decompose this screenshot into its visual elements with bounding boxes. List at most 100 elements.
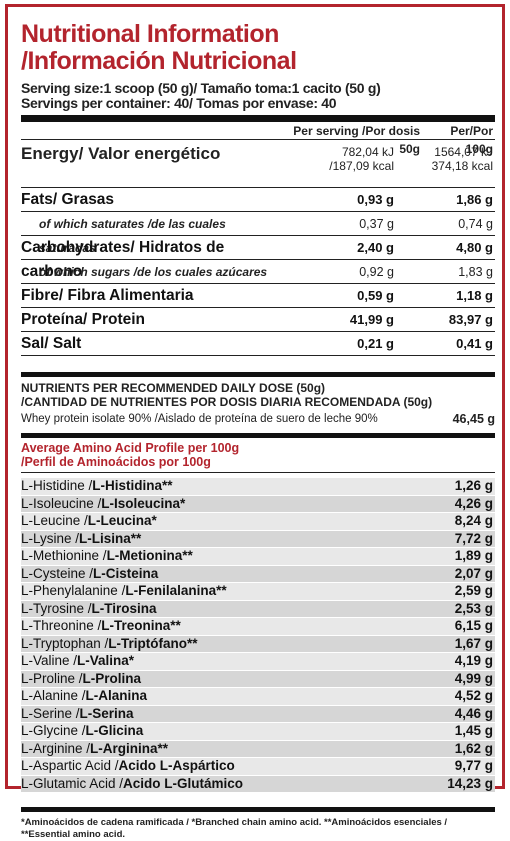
amino-name: L-Lysine /L-Lisina** <box>21 531 141 548</box>
nutrient-row: Carbohydrates/ Hidratos de carbono 2,40 g… <box>21 236 495 280</box>
energy-label: Energy/ Valor energético <box>21 144 221 163</box>
nutrient-100g-value: 0,74 g <box>458 217 493 231</box>
amino-title-es: /Perfil de Aminoácidos por 100g <box>21 455 211 469</box>
amino-name-en: L-Leucine / <box>21 513 88 528</box>
amino-name-en: L-Tyrosine / <box>21 600 92 616</box>
amino-row: L-Tryptophan /L-Triptófano** 1,67 g <box>21 635 495 653</box>
amino-name-es: L-Valina* <box>77 653 135 668</box>
amino-row: L-Arginine /L-Arginina** 1,62 g <box>21 740 495 758</box>
amino-name: L-Glycine /L-Glicina <box>21 723 143 740</box>
amino-name: L-Alanine /L-Alanina <box>21 688 147 705</box>
amino-value: 1,45 g <box>454 723 493 738</box>
amino-name-es: L-Cisteina <box>93 565 159 581</box>
servings-per-container: Servings per container: 40/ Tomas por en… <box>21 95 337 111</box>
amino-name-en: L-Glycine / <box>21 723 86 738</box>
amino-name: L-Proline /L-Prolina <box>21 671 141 688</box>
amino-name: L-Arginine /L-Arginina** <box>21 741 168 758</box>
amino-name-es: L-Glicina <box>85 723 144 738</box>
amino-name-en: L-Phenylalanine / <box>21 583 126 598</box>
nutrient-label: Proteína/ Protein <box>21 311 146 328</box>
nutrient-100g-value: 4,80 g <box>456 240 493 255</box>
amino-name-en: L-Histidine / <box>21 478 93 493</box>
nutrient-label: of which saturates /de las cuales satura… <box>39 217 226 255</box>
nutrient-100g-value: 0,41 g <box>456 336 493 351</box>
amino-name-es: L-Lisina** <box>79 530 142 546</box>
amino-name-es: L-Triptófano** <box>108 635 198 651</box>
amino-value: 1,67 g <box>454 635 493 651</box>
nutrient-row: of which sugars /de los cuales azúcares 0… <box>21 260 495 284</box>
amino-name: L-Serine /L-Serina <box>21 706 134 723</box>
nutrient-100g-value: 1,83 g <box>458 265 493 279</box>
nutrient-serving-value: 0,37 g <box>359 217 394 231</box>
amino-value: 8,24 g <box>454 513 493 528</box>
thick-divider <box>21 433 495 438</box>
amino-name-en: L-Valine / <box>21 653 78 668</box>
amino-value: 2,07 g <box>454 565 493 581</box>
amino-name-en: L-Lysine / <box>21 530 80 546</box>
nutrient-rows: Fats/ Grasas 0,93 g 1,86 g of which saturat… <box>21 188 495 356</box>
amino-row: L-Histidine /L-Histidina** 1,26 g <box>21 478 495 496</box>
energy-100g-kcal: 374,18 kcal <box>431 159 493 173</box>
amino-name-en: L-Serine / <box>21 705 80 721</box>
amino-row: L-Isoleucine /L-Isoleucina* 4,26 g <box>21 495 495 513</box>
amino-name-es: L-Isoleucina* <box>101 495 186 511</box>
nutrient-label: of which sugars /de los cuales azúcares <box>39 265 268 279</box>
whey-value: 46,45 g <box>452 412 495 426</box>
energy-serving-kcal: /187,09 kcal <box>329 159 394 173</box>
label-content: Nutritional Information /Información Nut… <box>21 7 495 841</box>
amino-value: 1,26 g <box>454 478 493 493</box>
per-serving-header: Per serving /Por dosis 50g <box>293 124 420 156</box>
amino-name-en: L-Threonine / <box>21 618 102 633</box>
amino-name-en: L-Alanine / <box>21 688 86 703</box>
nutrition-label: Nutritional Information /Información Nut… <box>5 4 505 840</box>
nutrient-label: Fats/ Grasas <box>21 191 115 208</box>
amino-name: L-Valine /L-Valina* <box>21 653 134 670</box>
amino-name: L-Tyrosine /L-Tirosina <box>21 601 157 618</box>
amino-value: 4,19 g <box>454 653 493 668</box>
energy-row: Energy/ Valor energético 782,04 kJ /187,… <box>21 140 495 188</box>
thick-divider <box>21 807 495 812</box>
amino-row: L-Tyrosine /L-Tirosina 2,53 g <box>21 600 495 618</box>
amino-name-en: L-Tryptophan / <box>21 635 109 651</box>
amino-name-en: L-Glutamic Acid / <box>21 775 124 791</box>
nutrient-row: Fibre/ Fibra Alimentaria 0,59 g 1,18 g <box>21 284 495 308</box>
amino-name: L-Threonine /L-Treonina** <box>21 618 181 635</box>
amino-value: 1,89 g <box>454 548 493 563</box>
daily-dose-title-es: /CANTIDAD DE NUTRIENTES POR DOSIS DIARIA… <box>21 395 433 409</box>
thick-divider <box>21 115 495 122</box>
amino-name: L-Phenylalanine /L-Fenilalanina** <box>21 583 227 600</box>
title-es: /Información Nutricional <box>21 47 297 75</box>
amino-value: 1,62 g <box>454 740 493 756</box>
amino-row: L-Proline /L-Prolina 4,99 g <box>21 670 495 688</box>
energy-100g-kj: 1564,07 kJ <box>434 145 493 159</box>
whey-label: Whey protein isolate 90% /Aislado de pro… <box>21 413 378 425</box>
nutrient-serving-value: 41,99 g <box>349 312 394 327</box>
daily-dose-title-en: NUTRIENTS PER RECOMMENDED DAILY DOSE (50… <box>21 381 326 395</box>
amino-row: L-Glutamic Acid /Acido L-Glutámico 14,23 … <box>21 775 495 793</box>
amino-value: 7,72 g <box>454 530 493 546</box>
nutrient-100g-value: 83,97 g <box>448 312 493 327</box>
amino-name-es: L-Prolina <box>82 670 142 686</box>
amino-name: L-Glutamic Acid /Acido L-Glutámico <box>21 776 243 793</box>
amino-name-es: L-Tirosina <box>91 600 157 616</box>
amino-name-es: Acido L-Glutámico <box>123 775 244 791</box>
amino-name-en: L-Cysteine / <box>21 565 94 581</box>
amino-name: L-Leucine /L-Leucina* <box>21 513 157 530</box>
amino-name-en: L-Methionine / <box>21 548 107 563</box>
thick-divider <box>21 372 495 377</box>
amino-name-es: L-Serina <box>79 705 134 721</box>
nutrient-label: Sal/ Salt <box>21 335 82 352</box>
nutrient-row: Proteína/ Protein 41,99 g 83,97 g <box>21 308 495 332</box>
serving-size: Serving size:1 scoop (50 g)/ Tamaño toma… <box>21 80 381 96</box>
amino-row: L-Lysine /L-Lisina** 7,72 g <box>21 530 495 548</box>
amino-name-es: L-Histidina** <box>92 478 173 493</box>
amino-value: 4,46 g <box>454 705 493 721</box>
nutrient-serving-value: 2,40 g <box>357 240 394 255</box>
energy-serving-kj: 782,04 kJ <box>341 145 394 159</box>
nutrient-serving-value: 0,93 g <box>357 192 394 207</box>
amino-row: L-Cysteine /L-Cisteina 2,07 g <box>21 565 495 583</box>
nutrient-100g-value: 1,86 g <box>456 192 493 207</box>
amino-name-en: L-Arginine / <box>21 740 91 756</box>
amino-title-en: Average Amino Acid Profile per 100g <box>21 441 240 455</box>
amino-value: 2,53 g <box>454 600 493 616</box>
